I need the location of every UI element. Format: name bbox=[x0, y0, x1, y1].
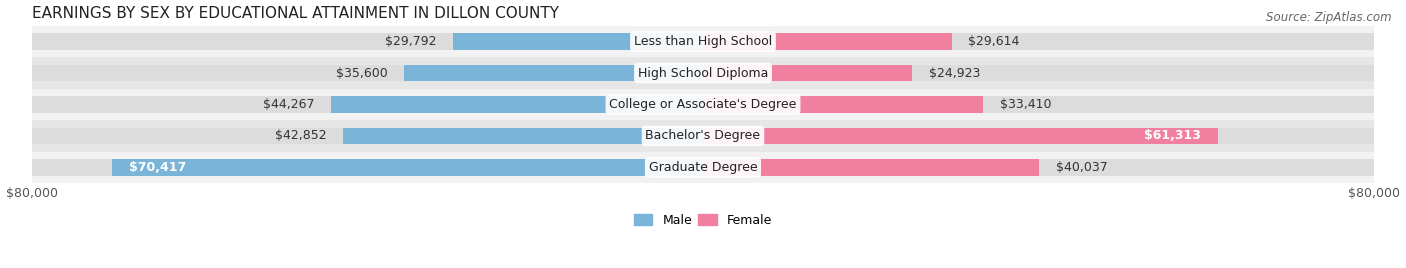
Bar bbox=[31, 159, 703, 176]
Bar bbox=[703, 96, 1375, 113]
Text: $44,267: $44,267 bbox=[263, 98, 315, 111]
Bar bbox=[703, 65, 1375, 81]
Text: College or Associate's Degree: College or Associate's Degree bbox=[609, 98, 797, 111]
Bar bbox=[703, 159, 1375, 176]
Text: EARNINGS BY SEX BY EDUCATIONAL ATTAINMENT IN DILLON COUNTY: EARNINGS BY SEX BY EDUCATIONAL ATTAINMEN… bbox=[31, 6, 558, 21]
Text: High School Diploma: High School Diploma bbox=[638, 66, 768, 80]
Bar bbox=[31, 120, 1375, 152]
Text: $42,852: $42,852 bbox=[276, 129, 326, 142]
Text: Bachelor's Degree: Bachelor's Degree bbox=[645, 129, 761, 142]
Bar bbox=[343, 128, 703, 144]
Bar bbox=[31, 152, 1375, 183]
Text: $29,614: $29,614 bbox=[969, 35, 1019, 48]
Text: Source: ZipAtlas.com: Source: ZipAtlas.com bbox=[1267, 11, 1392, 24]
Bar bbox=[404, 65, 703, 81]
Text: $33,410: $33,410 bbox=[1000, 98, 1052, 111]
Bar bbox=[31, 65, 703, 81]
Text: Less than High School: Less than High School bbox=[634, 35, 772, 48]
Bar bbox=[703, 65, 912, 81]
Text: $24,923: $24,923 bbox=[929, 66, 980, 80]
Text: $35,600: $35,600 bbox=[336, 66, 388, 80]
Bar bbox=[703, 128, 1218, 144]
Bar bbox=[112, 159, 703, 176]
Bar bbox=[703, 128, 1375, 144]
Text: $70,417: $70,417 bbox=[129, 161, 186, 174]
Bar bbox=[332, 96, 703, 113]
Bar bbox=[703, 34, 1375, 50]
Bar bbox=[31, 57, 1375, 89]
Bar bbox=[703, 159, 1039, 176]
Bar bbox=[31, 89, 1375, 120]
Text: $40,037: $40,037 bbox=[1056, 161, 1108, 174]
Bar bbox=[31, 128, 703, 144]
Bar bbox=[31, 34, 703, 50]
Bar bbox=[703, 96, 983, 113]
Text: Graduate Degree: Graduate Degree bbox=[648, 161, 758, 174]
Text: $29,792: $29,792 bbox=[385, 35, 436, 48]
Bar bbox=[31, 96, 703, 113]
Bar bbox=[703, 34, 952, 50]
Bar bbox=[453, 34, 703, 50]
Bar bbox=[31, 26, 1375, 57]
Legend: Male, Female: Male, Female bbox=[628, 209, 778, 232]
Text: $61,313: $61,313 bbox=[1144, 129, 1201, 142]
